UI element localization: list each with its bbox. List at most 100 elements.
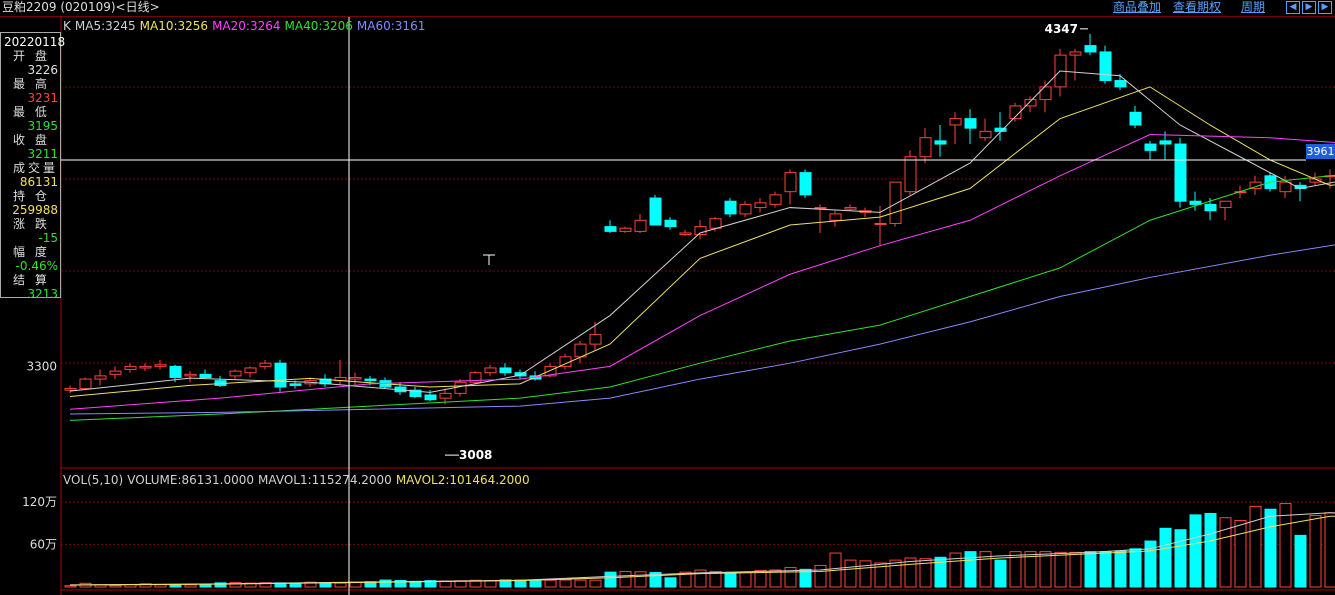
candle-body-61: [979, 130, 992, 139]
period-link[interactable]: 周期: [1241, 0, 1266, 14]
volume-bar-68: [1084, 551, 1097, 588]
nav-left-icon[interactable]: ◀: [1286, 1, 1300, 14]
candle-body-52: [844, 207, 857, 210]
nav-right-icon[interactable]: ▶: [1302, 1, 1316, 14]
volume-bar-65: [1039, 551, 1052, 588]
candle-body-11: [229, 370, 242, 377]
volume-bar-53: [859, 560, 872, 588]
volume-bar-6: [154, 584, 167, 588]
candle-body-68: [1084, 45, 1097, 53]
volume-bar-18: [334, 582, 347, 588]
volume-bar-82: [1294, 534, 1307, 588]
volume-bar-57: [919, 558, 932, 588]
info-value-3: 3211: [27, 147, 58, 161]
volume-bar-44: [724, 572, 737, 588]
candle-body-50: [814, 207, 827, 210]
volume-bar-5: [139, 583, 152, 588]
volume-bar-38: [634, 571, 647, 588]
candle-body-3: [109, 370, 122, 375]
volume-bar-62: [994, 559, 1007, 588]
ma-legend-item-0: K: [63, 19, 71, 33]
info-label-0: 开 盘: [13, 49, 50, 63]
candle-body-9: [199, 373, 212, 378]
volume-bar-81: [1279, 503, 1292, 588]
candle-body-64: [1024, 99, 1037, 107]
volume-bar-84: [1324, 512, 1335, 588]
volume-bar-13: [259, 582, 272, 588]
volume-bar-60: [964, 551, 977, 588]
vol-ma-line-mavol2: [69, 515, 1335, 586]
nav-end-icon[interactable]: ▶: [1318, 1, 1332, 14]
volume-bar-58: [934, 556, 947, 588]
candle-body-73: [1159, 140, 1172, 145]
candle-body-67: [1069, 51, 1082, 56]
info-label-2: 最 低: [13, 105, 50, 119]
crosshair-price-tag: 3961: [1306, 144, 1335, 159]
candle-body-20: [364, 378, 377, 382]
volume-bar-37: [619, 570, 632, 588]
view-options-link[interactable]: 查看期权: [1173, 0, 1222, 14]
info-label-6: 涨 跌: [13, 217, 50, 231]
volume-bar-64: [1024, 551, 1037, 588]
candle-body-0: [64, 388, 77, 391]
info-label-4: 成交量: [13, 161, 59, 175]
candle-body-4: [124, 365, 137, 371]
ma-line-ma40: [69, 174, 1335, 421]
commodity-overlay-link[interactable]: 商品叠加: [1113, 0, 1162, 14]
volume-bar-69: [1099, 551, 1112, 588]
candle-body-57: [919, 137, 932, 158]
volume-bar-61: [979, 551, 992, 588]
volume-bar-83: [1309, 515, 1322, 588]
volume-bar-52: [844, 559, 857, 588]
volume-legend: VOL(5,10) VOLUME:86131.0000 MAVOL1:115274.…: [63, 473, 534, 487]
volume-bar-71: [1129, 548, 1142, 588]
volume-bar-22: [394, 579, 407, 588]
ma-legend-item-3: MA20:3264: [212, 19, 281, 33]
volume-bar-55: [889, 559, 902, 588]
volume-bar-3: [109, 585, 122, 588]
candle-body-65: [1039, 86, 1052, 101]
candle-body-77: [1219, 200, 1232, 209]
volume-bar-79: [1249, 505, 1262, 588]
candle-body-7: [169, 365, 182, 378]
info-value-8: 3213: [27, 287, 58, 301]
candle-body-43: [709, 218, 722, 229]
candle-body-42: [694, 226, 707, 236]
candle-body-30: [514, 372, 527, 377]
info-value-1: 3231: [27, 91, 58, 105]
candle-body-29: [499, 367, 512, 374]
candle-body-51: [829, 213, 842, 221]
volume-bar-48: [784, 567, 797, 588]
candle-body-14: [274, 362, 287, 388]
candle-body-35: [589, 334, 602, 345]
info-label-8: 结 算: [13, 273, 50, 287]
candle-body-63: [1009, 105, 1022, 120]
volume-bar-24: [424, 580, 437, 588]
candle-body-24: [424, 394, 437, 401]
info-value-4: 86131: [19, 175, 58, 189]
candle-body-28: [484, 367, 497, 374]
volume-bar-0: [64, 585, 77, 588]
volume-bar-21: [379, 579, 392, 588]
volume-bar-39: [649, 572, 662, 588]
chart-title: 豆粕2209 (020109)<日线>: [2, 0, 160, 14]
candle-body-39: [649, 197, 662, 226]
volume-bar-35: [589, 579, 602, 588]
candle-body-60: [964, 118, 977, 129]
candle-body-47: [769, 194, 782, 205]
volume-bar-80: [1264, 508, 1277, 588]
volume-bar-36: [604, 571, 617, 588]
candle-body-5: [139, 365, 152, 369]
volume-bar-16: [304, 581, 317, 588]
volume-bar-74: [1174, 529, 1187, 588]
volume-bar-34: [574, 579, 587, 588]
candle-body-38: [634, 219, 647, 232]
volume-bar-42: [694, 569, 707, 588]
vol-legend-item-2: MAVOL1:115274.2000: [258, 473, 392, 487]
candle-body-25: [439, 392, 452, 399]
ma-legend-item-1: MA5:3245: [74, 19, 136, 33]
candle-body-72: [1144, 143, 1157, 151]
volume-bar-29: [499, 579, 512, 588]
candle-body-8: [184, 373, 197, 377]
